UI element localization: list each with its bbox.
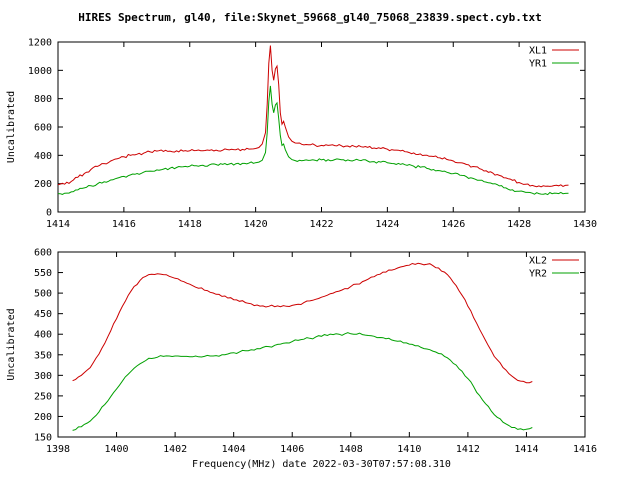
svg-text:600: 600 [34, 123, 52, 134]
svg-text:300: 300 [34, 371, 52, 382]
svg-text:1402: 1402 [163, 444, 187, 455]
svg-text:YR2: YR2 [529, 269, 547, 280]
svg-text:1404: 1404 [222, 444, 246, 455]
svg-text:1428: 1428 [507, 219, 531, 230]
svg-text:XL1: XL1 [529, 46, 547, 57]
top-panel: 1414 1416 1418 1420 1422 1424 1426 1428 1430 0 200… [6, 38, 597, 231]
svg-text:1000: 1000 [28, 66, 52, 77]
svg-text:550: 550 [34, 268, 52, 279]
svg-text:1414: 1414 [514, 444, 538, 455]
bottom-panel: 1398 1400 1402 1404 1406 1408 1410 1412 1414 1416… [6, 248, 597, 471]
svg-text:1406: 1406 [280, 444, 304, 455]
svg-text:450: 450 [34, 309, 52, 320]
svg-text:1400: 1400 [105, 444, 129, 455]
svg-text:0: 0 [46, 208, 52, 219]
svg-text:250: 250 [34, 391, 52, 402]
svg-text:YR1: YR1 [529, 59, 547, 70]
svg-text:800: 800 [34, 94, 52, 105]
svg-text:Uncalibrated: Uncalibrated [6, 91, 17, 163]
svg-text:400: 400 [34, 151, 52, 162]
svg-text:600: 600 [34, 248, 52, 259]
svg-text:200: 200 [34, 179, 52, 190]
chart-title: HIRES Spectrum, gl40, file:Skynet_59668_… [78, 11, 542, 24]
svg-text:Frequency(MHz) date 2022-03-30: Frequency(MHz) date 2022-03-30T07:57:08.… [192, 459, 451, 470]
svg-text:1410: 1410 [397, 444, 421, 455]
svg-text:1418: 1418 [178, 219, 202, 230]
svg-text:400: 400 [34, 330, 52, 341]
svg-text:Uncalibrated: Uncalibrated [6, 308, 17, 380]
svg-text:1426: 1426 [441, 219, 465, 230]
svg-text:1422: 1422 [309, 219, 333, 230]
svg-text:500: 500 [34, 289, 52, 300]
svg-text:150: 150 [34, 433, 52, 444]
svg-text:200: 200 [34, 412, 52, 423]
svg-text:1408: 1408 [339, 444, 363, 455]
svg-text:XL2: XL2 [529, 256, 547, 267]
svg-text:1416: 1416 [573, 444, 597, 455]
svg-text:1200: 1200 [28, 38, 52, 49]
svg-text:1424: 1424 [375, 219, 399, 230]
svg-text:1412: 1412 [456, 444, 480, 455]
svg-text:1420: 1420 [244, 219, 268, 230]
svg-text:1430: 1430 [573, 219, 597, 230]
svg-text:1416: 1416 [112, 219, 136, 230]
svg-text:350: 350 [34, 350, 52, 361]
svg-text:1414: 1414 [46, 219, 70, 230]
svg-text:1398: 1398 [46, 444, 70, 455]
